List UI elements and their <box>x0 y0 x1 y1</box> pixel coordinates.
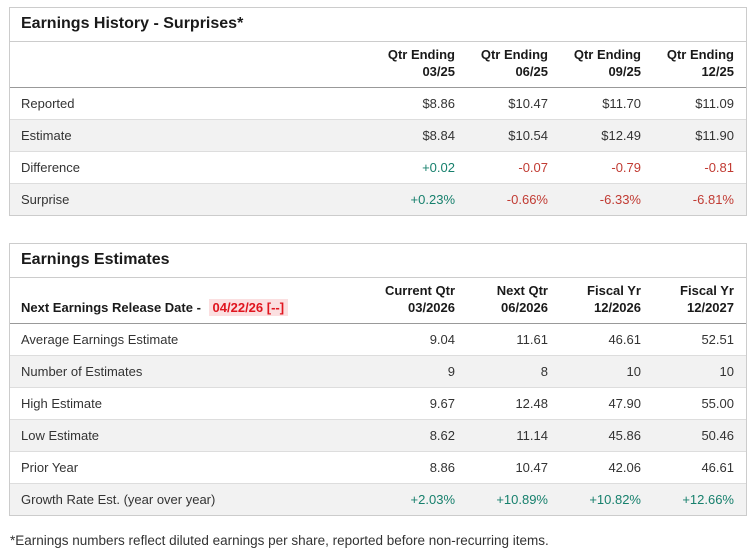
column-header-label: Current Qtr <box>384 282 455 298</box>
table-row-prior-year: Prior Year 8.86 10.47 42.06 46.61 <box>10 451 746 484</box>
earnings-estimates-panel: Earnings Estimates Next Earnings Release… <box>9 242 747 516</box>
value-cell: $10.54 <box>508 127 548 143</box>
column-header-date: 03/2026 <box>408 299 455 315</box>
column-header-label: Qtr Ending <box>666 47 734 62</box>
column-header: Fiscal Yr 12/2027 <box>653 277 746 324</box>
value-cell: +2.03% <box>410 491 455 507</box>
column-header-label: Qtr Ending <box>480 47 548 62</box>
value-cell: 45.86 <box>608 427 641 443</box>
value-cell: 10.47 <box>515 459 548 475</box>
table-row-growth-rate: Growth Rate Est. (year over year) +2.03%… <box>10 483 746 515</box>
value-cell: 9.04 <box>429 331 455 347</box>
value-cell: 8.86 <box>429 459 455 475</box>
earnings-estimates-table: Next Earnings Release Date - 04/22/26 [-… <box>10 277 746 515</box>
table-row-reported: Reported $8.86 $10.47 $11.70 $11.09 <box>10 87 746 120</box>
column-header-date: 12/2027 <box>687 299 734 315</box>
value-cell: +12.66% <box>682 491 734 507</box>
column-header-label: Fiscal Yr <box>587 282 641 298</box>
earnings-footnote: *Earnings numbers reflect diluted earnin… <box>10 532 549 548</box>
value-cell: 12.48 <box>515 395 548 411</box>
value-cell: +10.89% <box>496 491 548 507</box>
value-cell: +10.82% <box>589 491 641 507</box>
column-header-date: 09/25 <box>608 63 641 79</box>
row-label: Low Estimate <box>21 427 100 443</box>
earnings-history-panel: Earnings History - Surprises* Qtr Ending… <box>9 7 747 216</box>
row-label: Number of Estimates <box>21 363 143 379</box>
value-cell: 47.90 <box>608 395 641 411</box>
column-header-label: Next Qtr <box>496 282 548 298</box>
table-row-number-of-estimates: Number of Estimates 9 8 10 10 <box>10 355 746 388</box>
history-header-row: Qtr Ending 03/25 Qtr Ending 06/25 Qtr En… <box>10 42 746 88</box>
value-cell: $11.90 <box>695 127 734 143</box>
value-cell: -0.07 <box>518 159 548 175</box>
value-cell: 8.62 <box>429 427 455 443</box>
value-cell: 8 <box>540 363 548 379</box>
column-header: Qtr Ending 12/25 <box>653 42 746 88</box>
table-row-high-estimate: High Estimate 9.67 12.48 47.90 55.00 <box>10 387 746 420</box>
column-header-label: Qtr Ending <box>573 47 641 62</box>
column-header: Qtr Ending 06/25 <box>467 42 560 88</box>
row-label: Average Earnings Estimate <box>21 331 179 347</box>
column-header: Qtr Ending 09/25 <box>560 42 653 88</box>
table-row-low-estimate: Low Estimate 8.62 11.14 45.86 50.46 <box>10 419 746 452</box>
row-label: Estimate <box>21 127 72 143</box>
value-cell: $10.47 <box>508 95 548 111</box>
value-cell: 11.14 <box>516 427 548 443</box>
value-cell: 52.51 <box>701 331 734 347</box>
value-cell: +0.23% <box>410 191 455 207</box>
value-cell: 50.46 <box>701 427 734 443</box>
earnings-history-title: Earnings History - Surprises* <box>10 8 746 42</box>
row-label: Difference <box>21 159 81 175</box>
column-header-date: 06/2026 <box>501 299 548 315</box>
column-header-label: Fiscal Yr <box>680 282 734 298</box>
value-cell: 11.61 <box>516 331 548 347</box>
value-cell: 10 <box>626 363 641 379</box>
row-label: Prior Year <box>21 459 79 475</box>
column-header-date: 12/2026 <box>594 299 641 315</box>
value-cell: $8.84 <box>422 127 455 143</box>
column-header: Current Qtr 03/2026 <box>374 277 467 324</box>
history-header-spacer <box>10 42 374 88</box>
value-cell: 55.00 <box>701 395 734 411</box>
row-label: Growth Rate Est. (year over year) <box>21 491 216 507</box>
table-row-surprise: Surprise +0.23% -0.66% -6.33% -6.81% <box>10 183 746 215</box>
value-cell: $11.09 <box>695 95 734 111</box>
value-cell: -0.81 <box>704 159 734 175</box>
estimates-header-row: Next Earnings Release Date - 04/22/26 [-… <box>10 277 746 324</box>
release-date-value[interactable]: 04/22/26 [--] <box>208 298 289 316</box>
column-header-date: 06/25 <box>515 63 548 79</box>
row-label: Reported <box>21 95 75 111</box>
value-cell: 10 <box>719 363 734 379</box>
column-header: Next Qtr 06/2026 <box>467 277 560 324</box>
table-row-estimate: Estimate $8.84 $10.54 $12.49 $11.90 <box>10 119 746 152</box>
value-cell: 46.61 <box>608 331 641 347</box>
value-cell: 9 <box>447 363 455 379</box>
value-cell: +0.02 <box>422 159 455 175</box>
value-cell: 42.06 <box>608 459 641 475</box>
value-cell: $12.49 <box>601 127 641 143</box>
table-row-average-estimate: Average Earnings Estimate 9.04 11.61 46.… <box>10 323 746 356</box>
value-cell: 9.67 <box>429 395 455 411</box>
row-label: High Estimate <box>21 395 102 411</box>
value-cell: -0.79 <box>611 159 641 175</box>
value-cell: $8.86 <box>422 95 455 111</box>
value-cell: -6.33% <box>599 191 641 207</box>
column-header-label: Qtr Ending <box>387 47 455 62</box>
column-header-date: 12/25 <box>701 63 734 79</box>
earnings-estimates-title: Earnings Estimates <box>10 244 746 278</box>
column-header: Fiscal Yr 12/2026 <box>560 277 653 324</box>
row-label: Surprise <box>21 191 70 207</box>
value-cell: 46.61 <box>701 459 734 475</box>
column-header-date: 03/25 <box>422 63 455 79</box>
value-cell: $11.70 <box>602 95 641 111</box>
earnings-history-table: Qtr Ending 03/25 Qtr Ending 06/25 Qtr En… <box>10 42 746 215</box>
next-earnings-release: Next Earnings Release Date - 04/22/26 [-… <box>10 277 374 324</box>
table-row-difference: Difference +0.02 -0.07 -0.79 -0.81 <box>10 151 746 184</box>
value-cell: -6.81% <box>692 191 734 207</box>
column-header: Qtr Ending 03/25 <box>374 42 467 88</box>
value-cell: -0.66% <box>506 191 548 207</box>
release-date-label: Next Earnings Release Date - <box>21 299 201 315</box>
